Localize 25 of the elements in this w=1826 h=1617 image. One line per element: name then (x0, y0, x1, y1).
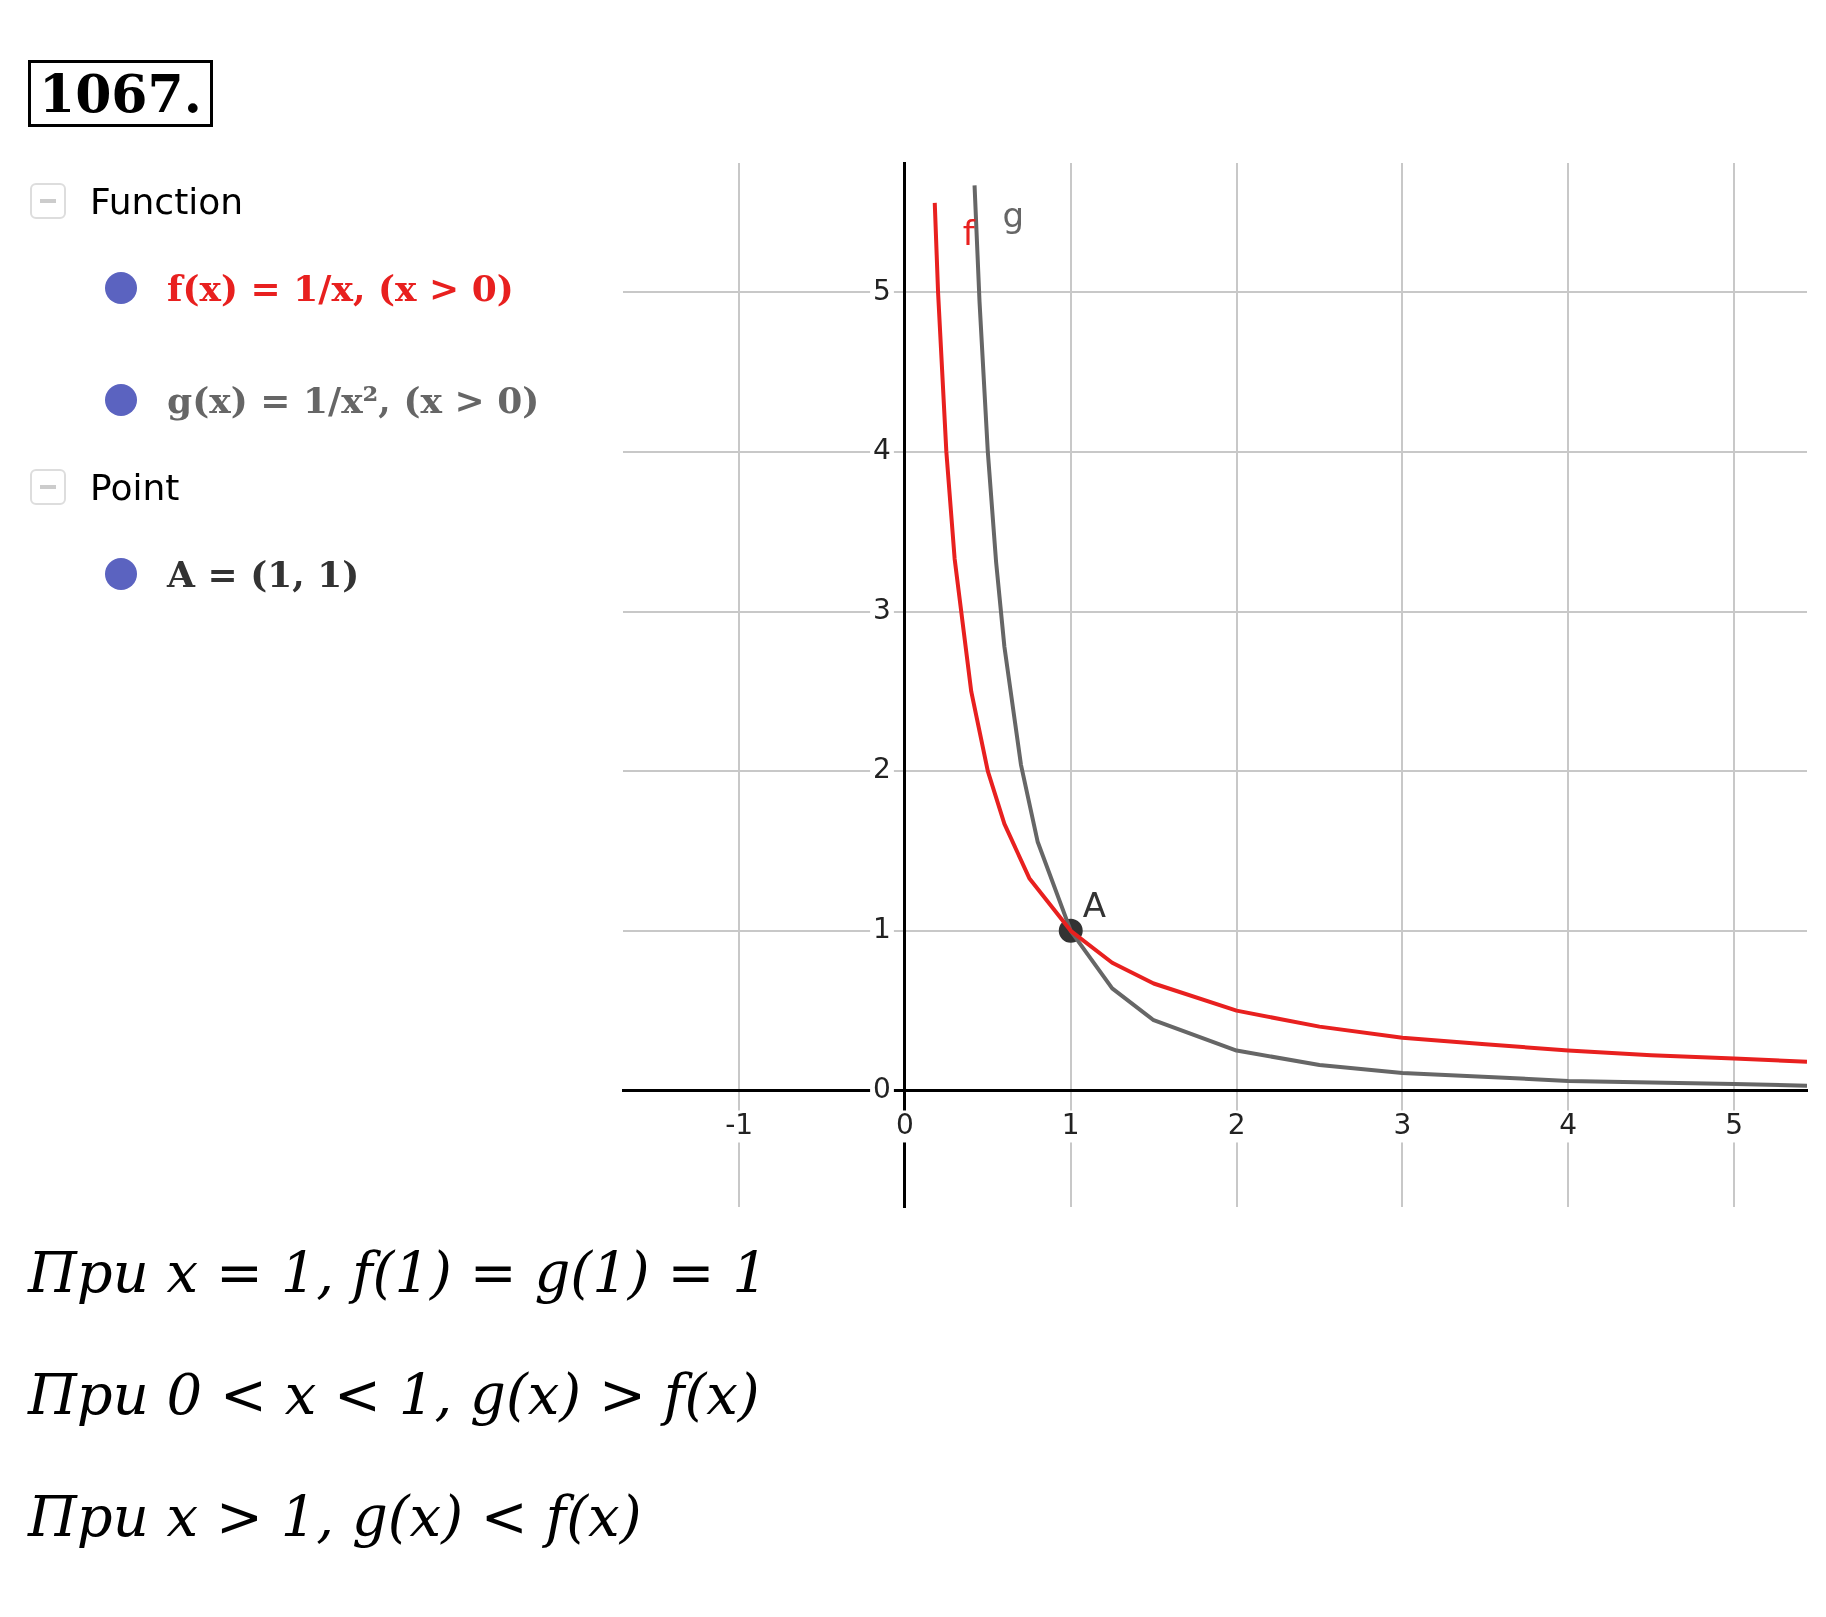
x-tick-label: 0 (895, 1107, 914, 1141)
text: Point (90, 466, 180, 508)
x-tick-label: 3 (1393, 1107, 1412, 1141)
x-tick-label: 2 (1227, 1107, 1246, 1141)
text: Function (90, 180, 244, 222)
text: A = (1, 1) (167, 553, 360, 595)
series-label: g (1002, 195, 1025, 236)
text: При x = 1, f(1) = g(1) = 1 (28, 1240, 768, 1307)
text: g(x) = 1/x², (x > 0) (167, 379, 540, 421)
y-tick-label: 1 (873, 912, 891, 946)
text: 1067. (28, 60, 213, 127)
text: При x > 1, g(x) < f(x) (28, 1484, 643, 1551)
text: При 0 < x < 1, g(x) > f(x) (28, 1362, 761, 1429)
x-tick-label: 4 (1559, 1107, 1578, 1141)
y-tick-label: 3 (873, 592, 891, 626)
series-label: f (962, 212, 976, 253)
y-tick-label: 4 (873, 433, 891, 467)
x-tick-label: 5 (1725, 1107, 1743, 1141)
y-tick-label: 5 (873, 273, 891, 307)
y-tick-label: 2 (873, 752, 891, 786)
x-tick-label: 1 (1061, 1107, 1080, 1141)
y-tick-label: 0 (873, 1071, 891, 1105)
x-tick-label: -1 (725, 1107, 754, 1141)
series-label: A (1082, 884, 1106, 925)
text: f(x) = 1/x, (x > 0) (167, 267, 514, 309)
